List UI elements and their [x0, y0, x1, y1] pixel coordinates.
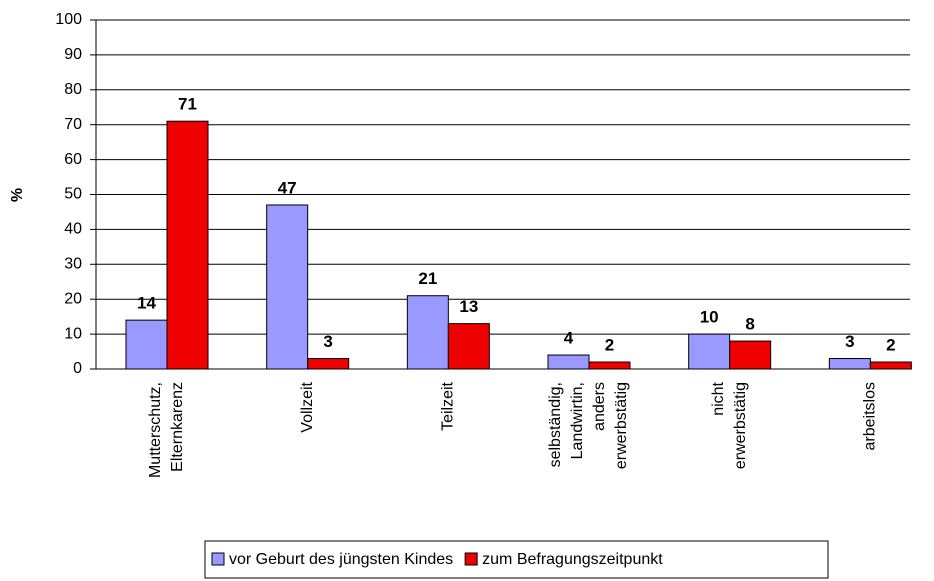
y-tick-label: 50 [64, 186, 82, 203]
bar [166, 120, 209, 370]
bar [729, 340, 772, 370]
data-label: 21 [418, 269, 437, 288]
y-tick-label: 80 [64, 81, 82, 98]
legend-box [204, 540, 829, 579]
legend-swatch [211, 552, 225, 566]
data-label: 2 [886, 336, 895, 355]
x-tick-label: erwerbstätig [732, 382, 749, 469]
x-tick-label: Elternkarenz [169, 382, 186, 472]
y-tick-label: 40 [64, 221, 82, 238]
y-tick-label: 60 [64, 151, 82, 168]
y-tick-label: 0 [73, 360, 82, 377]
x-tick-label: Landwirtin, [569, 382, 586, 459]
data-label: 8 [745, 315, 754, 334]
bar [266, 204, 309, 370]
x-tick-label: Mutterschutz, [147, 382, 164, 478]
data-label: 3 [845, 332, 854, 351]
bar [125, 319, 168, 370]
legend-label: zum Befragungszeitpunkt [482, 551, 663, 568]
x-tick-label: nicht [710, 381, 727, 415]
bar [447, 323, 490, 370]
x-tick-label: erwerbstätig [613, 382, 630, 469]
x-tick-label: anders [591, 382, 608, 431]
bar [688, 333, 731, 370]
data-label: 47 [278, 178, 297, 197]
x-tick-label: Vollzeit [299, 381, 316, 432]
bar [588, 361, 631, 370]
bar [547, 354, 590, 370]
legend-label: vor Geburt des jüngsten Kindes [229, 551, 453, 568]
y-tick-label: 10 [64, 325, 82, 342]
data-label: 10 [700, 308, 719, 327]
bar [869, 361, 912, 370]
y-tick-label: 100 [55, 11, 82, 28]
x-tick-label: Teilzeit [440, 381, 457, 430]
y-tick-label: 20 [64, 290, 82, 307]
y-tick-label: 90 [64, 46, 82, 63]
y-tick-label: 70 [64, 116, 82, 133]
data-label: 71 [178, 95, 197, 114]
data-label: 13 [459, 297, 478, 316]
legend-swatch [464, 552, 478, 566]
y-tick-label: 30 [64, 256, 82, 273]
data-label: 4 [564, 329, 574, 348]
data-label: 3 [323, 332, 332, 351]
bar [828, 358, 871, 370]
data-label: 14 [137, 294, 156, 313]
y-axis-label: % [9, 188, 26, 202]
bar [406, 295, 449, 370]
data-label: 2 [605, 336, 614, 355]
x-tick-label: selbständig, [547, 382, 564, 467]
bar [307, 358, 350, 370]
x-tick-label: arbeitslos [862, 382, 879, 450]
